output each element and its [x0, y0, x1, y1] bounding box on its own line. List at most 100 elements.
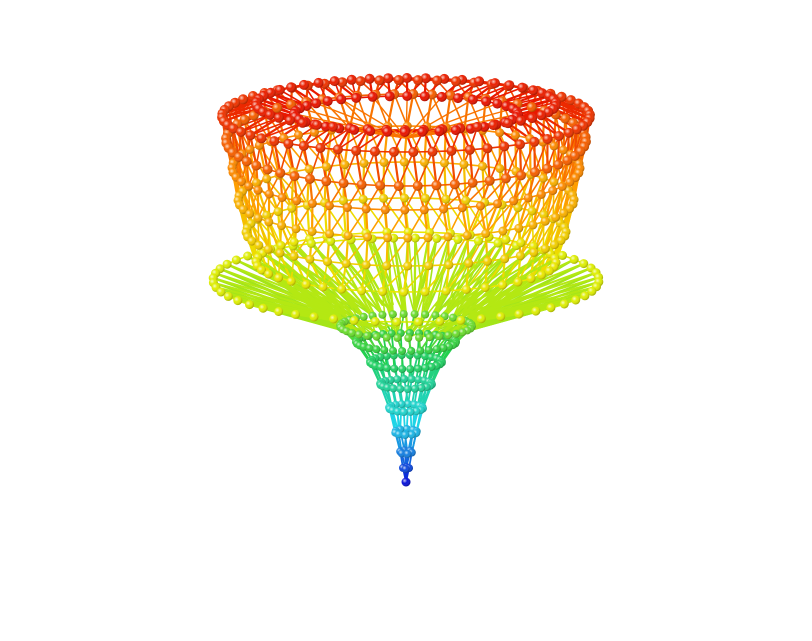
- graph-node: [262, 174, 272, 184]
- graph-edge: [431, 150, 438, 187]
- graph-node: [355, 76, 366, 87]
- graph-edge: [532, 189, 554, 226]
- graph-node: [556, 236, 566, 245]
- graph-edge: [479, 204, 487, 235]
- graph-node: [413, 317, 423, 327]
- graph-node: [509, 196, 518, 206]
- graph-edge: [424, 232, 452, 316]
- graph-node: [431, 311, 440, 320]
- graph-edge: [239, 113, 271, 133]
- graph-node: [264, 217, 274, 227]
- graph-node: [499, 141, 510, 152]
- graph-node: [269, 136, 280, 147]
- graph-node: [341, 259, 351, 268]
- graph-node: [416, 346, 425, 355]
- graph-node: [289, 251, 299, 261]
- graph-node: [421, 310, 430, 319]
- graph-edge: [393, 93, 409, 127]
- graph-node: [283, 138, 294, 149]
- graph-node: [452, 329, 461, 338]
- graph-node: [361, 204, 371, 214]
- graph-node: [355, 330, 363, 339]
- graph-node: [399, 193, 409, 203]
- graph-edge: [468, 148, 474, 184]
- graph-node: [399, 310, 408, 318]
- graph-node: [431, 180, 442, 191]
- graph-node: [383, 383, 392, 392]
- graph-edge: [434, 233, 472, 317]
- graph-node: [336, 94, 347, 105]
- graph-edge: [325, 148, 339, 182]
- graph-node: [365, 344, 374, 353]
- graph-node: [427, 362, 436, 371]
- graph-node: [503, 118, 513, 129]
- graph-node: [516, 170, 526, 181]
- graph-edge: [496, 174, 522, 205]
- graph-node: [236, 177, 246, 187]
- graph-edge: [501, 199, 515, 233]
- graph-edge: [450, 149, 456, 186]
- graph-node: [553, 159, 564, 170]
- graph-edge: [308, 258, 325, 289]
- graph-node: [514, 309, 524, 319]
- graph-node: [432, 345, 441, 354]
- graph-edge: [445, 126, 465, 166]
- graph-edge: [365, 235, 369, 266]
- graph-node: [289, 171, 300, 182]
- graph-edge: [427, 236, 449, 267]
- graph-edge: [392, 237, 416, 315]
- graph-node: [287, 203, 297, 213]
- graph-edge: [399, 403, 403, 431]
- graph-node: [551, 212, 561, 222]
- graph-edge: [350, 238, 384, 306]
- graph-node: [310, 127, 319, 137]
- graph-node: [348, 328, 356, 337]
- graph-node: [515, 115, 526, 126]
- graph-node: [565, 177, 575, 187]
- graph-node: [467, 94, 478, 105]
- graph-edge: [498, 131, 517, 173]
- graph-node: [297, 117, 308, 128]
- graph-node: [432, 75, 443, 86]
- graph-edge: [461, 206, 469, 237]
- graph-edge: [249, 116, 280, 137]
- graph-node: [223, 291, 233, 301]
- graph-node: [356, 179, 367, 190]
- graph-node: [549, 240, 559, 250]
- graph-node: [458, 328, 467, 337]
- graph-edge: [379, 151, 395, 187]
- graph-node: [408, 147, 419, 157]
- graph-node: [404, 400, 413, 408]
- graph-edge: [452, 250, 550, 309]
- graph-node: [393, 407, 402, 416]
- graph-node: [461, 196, 471, 205]
- graph-node: [513, 203, 523, 213]
- graph-node: [529, 167, 540, 178]
- graph-node: [515, 251, 525, 261]
- graph-node: [479, 121, 490, 132]
- graph-node: [349, 124, 360, 135]
- graph-node: [403, 261, 413, 271]
- graph-node: [372, 345, 381, 354]
- graph-edge: [438, 286, 487, 338]
- graph-node: [233, 296, 243, 306]
- graph-node: [245, 300, 254, 310]
- graph-node: [329, 76, 340, 87]
- graph-node: [273, 112, 284, 123]
- graph-node: [415, 333, 424, 342]
- graph-node: [401, 465, 410, 473]
- graph-node: [346, 74, 357, 85]
- graph-edge: [546, 135, 560, 170]
- graph-node: [402, 73, 412, 83]
- graph-node: [562, 155, 573, 166]
- graph-edge: [428, 288, 468, 339]
- graph-edge: [385, 236, 389, 267]
- graph-edge: [428, 286, 487, 339]
- graph-edge: [445, 262, 470, 292]
- graph-node: [284, 115, 295, 126]
- graph-edge: [402, 264, 430, 293]
- graph-node: [400, 205, 410, 215]
- graph-edge: [265, 178, 293, 209]
- graph-node: [286, 276, 296, 286]
- graph-edge: [435, 150, 453, 187]
